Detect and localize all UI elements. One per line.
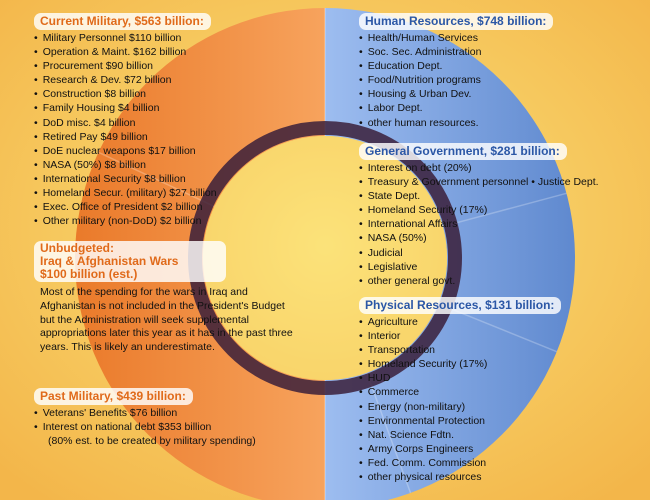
- physical-resources-item: Transportation: [359, 343, 561, 357]
- unbudgeted-heading-line1: Unbudgeted:: [40, 241, 114, 255]
- unbudgeted-note: Most of the spending for the wars in Ira…: [40, 286, 293, 354]
- general-government-item: Homeland Security (17%): [359, 203, 599, 217]
- current-military-item: Exec. Office of President $2 billion: [34, 200, 217, 214]
- current-military-item: Retired Pay $49 billion: [34, 130, 217, 144]
- current-military-item: Operation & Maint. $162 billion: [34, 45, 217, 59]
- general-government-item: NASA (50%): [359, 231, 599, 245]
- past-military-list: Veterans' Benefits $76 billionInterest o…: [34, 406, 256, 434]
- current-military-item: Family Housing $4 billion: [34, 101, 217, 115]
- human-resources-panel: Human Resources, $748 billion: Health/Hu…: [359, 13, 554, 130]
- unbudgeted-heading-line2: Iraq & Afghanistan Wars: [40, 254, 179, 268]
- current-military-item: NASA (50%) $8 billion: [34, 158, 217, 172]
- general-government-item: Treasury & Government personnel • Justic…: [359, 175, 599, 189]
- physical-resources-item: Nat. Science Fdtn.: [359, 428, 561, 442]
- past-military-item: Interest on national debt $353 billion: [34, 420, 256, 434]
- human-resources-item: Food/Nutrition programs: [359, 73, 553, 87]
- current-military-item: DoE nuclear weapons $17 billion: [34, 144, 217, 158]
- current-military-panel: Current Military, $563 billion: Military…: [34, 13, 217, 228]
- general-government-item: State Dept.: [359, 189, 599, 203]
- human-resources-item: other human resources.: [359, 116, 553, 130]
- human-resources-item: Education Dept.: [359, 59, 553, 73]
- current-military-item: Other military (non-DoD) $2 billion: [34, 214, 217, 228]
- general-government-item: other general govt.: [359, 274, 599, 288]
- physical-resources-heading: Physical Resources, $131 billion:: [359, 297, 562, 314]
- past-military-subnote: (80% est. to be created by military spen…: [48, 435, 256, 448]
- human-resources-item: Labor Dept.: [359, 101, 553, 115]
- current-military-item: Procurement $90 billion: [34, 59, 217, 73]
- current-military-item: Construction $8 billion: [34, 87, 217, 101]
- physical-resources-item: Army Corps Engineers: [359, 442, 561, 456]
- physical-resources-item: HUD: [359, 371, 561, 385]
- current-military-heading: Current Military, $563 billion:: [34, 13, 211, 30]
- current-military-item: International Security $8 billion: [34, 172, 217, 186]
- unbudgeted-panel: Unbudgeted: Iraq & Afghanistan Wars $100…: [34, 241, 296, 355]
- physical-resources-panel: Physical Resources, $131 billion: Agricu…: [359, 297, 562, 484]
- human-resources-list: Health/Human ServicesSoc. Sec. Administr…: [359, 31, 553, 130]
- current-military-item: Homeland Secur. (military) $27 billion: [34, 186, 217, 200]
- past-military-item: Veterans' Benefits $76 billion: [34, 406, 256, 420]
- past-military-panel: Past Military, $439 billion: Veterans' B…: [34, 388, 256, 448]
- physical-resources-item: Interior: [359, 329, 561, 343]
- human-resources-item: Soc. Sec. Administration: [359, 45, 553, 59]
- human-resources-item: Housing & Urban Dev.: [359, 87, 553, 101]
- unbudgeted-heading: Unbudgeted: Iraq & Afghanistan Wars $100…: [34, 241, 226, 282]
- physical-resources-item: Agriculture: [359, 315, 561, 329]
- general-government-item: International Affairs: [359, 217, 599, 231]
- current-military-item: Military Personnel $110 billion: [34, 31, 217, 45]
- physical-resources-list: AgricultureInteriorTransportationHomelan…: [359, 315, 561, 484]
- current-military-list: Military Personnel $110 billionOperation…: [34, 31, 217, 228]
- physical-resources-item: Homeland Security (17%): [359, 357, 561, 371]
- general-government-heading: General Government, $281 billion:: [359, 143, 567, 160]
- physical-resources-item: Commerce: [359, 385, 561, 399]
- current-military-item: Research & Dev. $72 billion: [34, 73, 217, 87]
- physical-resources-item: Environmental Protection: [359, 414, 561, 428]
- physical-resources-item: Energy (non-military): [359, 400, 561, 414]
- general-government-item: Judicial: [359, 246, 599, 260]
- physical-resources-item: Fed. Comm. Commission: [359, 456, 561, 470]
- general-government-list: Interest on debt (20%)Treasury & Governm…: [359, 161, 599, 288]
- general-government-item: Legislative: [359, 260, 599, 274]
- human-resources-item: Health/Human Services: [359, 31, 553, 45]
- physical-resources-item: other physical resources: [359, 470, 561, 484]
- human-resources-heading: Human Resources, $748 billion:: [359, 13, 554, 30]
- general-government-panel: General Government, $281 billion: Intere…: [359, 143, 599, 288]
- past-military-heading: Past Military, $439 billion:: [34, 388, 193, 405]
- current-military-item: DoD misc. $4 billion: [34, 116, 217, 130]
- unbudgeted-heading-line3: $100 billion (est.): [40, 267, 138, 281]
- general-government-item: Interest on debt (20%): [359, 161, 599, 175]
